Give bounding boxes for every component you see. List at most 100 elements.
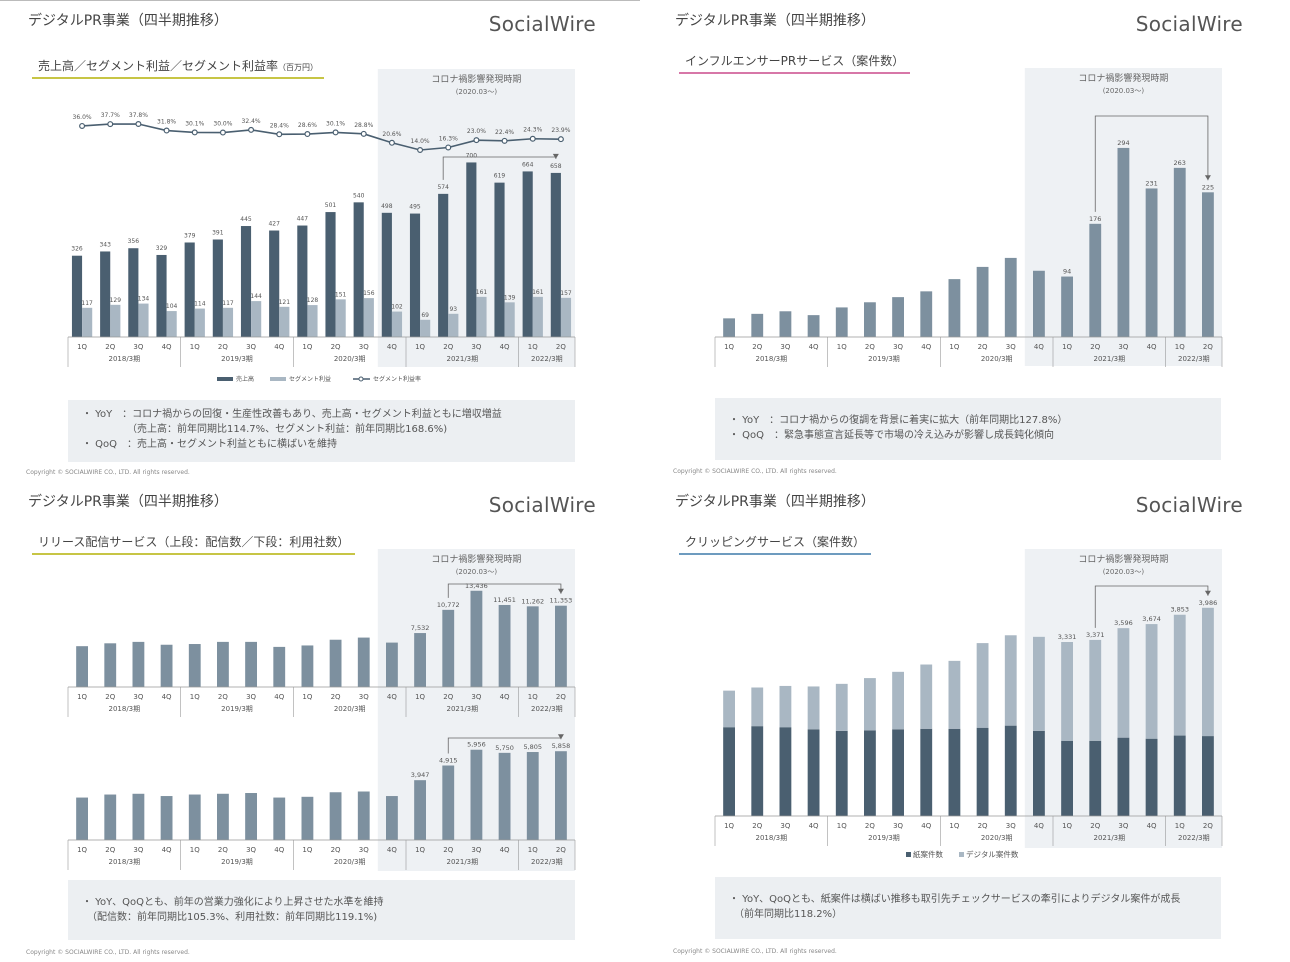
data-label: 225 (1202, 183, 1214, 191)
note-yoy: ・ YoY ：コロナ禍からの復調を背景に着実に拡大（前年同期比127.8%） (729, 415, 1068, 426)
x-tick-label: 4Q (809, 822, 819, 830)
profit-label: 69 (421, 312, 429, 319)
covid-sublabel: (2020.03〜) (456, 568, 498, 576)
release-count-bar (442, 609, 455, 687)
x-tick-label: 3Q (471, 846, 481, 854)
influencer-chart: コロナ禍影響発現時期 (2020.03〜) 94 176 294 231 263 225 1Q 2… (714, 68, 1223, 367)
profit-label: 129 (110, 297, 122, 304)
profit-bar (363, 298, 374, 337)
x-tick-label: 4Q (387, 343, 397, 351)
paper-bar (1145, 738, 1158, 816)
sales-label: 574 (437, 184, 449, 191)
sales-bar (297, 225, 308, 337)
profit-label: 128 (307, 297, 319, 304)
sales-chart: コロナ禍影響発現時期 (2020.03〜) 326 117 343 129 356 134 32… (67, 69, 576, 383)
legend-sales-label: 売上高 (236, 375, 254, 383)
data-label: 13,436 (465, 582, 488, 590)
sales-bar (466, 162, 477, 337)
x-tick-label: 2Q (865, 822, 875, 830)
margin-point (360, 130, 367, 137)
data-label: 7,532 (411, 624, 430, 632)
profit-label: 156 (363, 290, 375, 297)
paper-bar (864, 730, 876, 816)
digital-bar (920, 664, 933, 729)
margin-point (163, 127, 170, 134)
year-label: 2019/3期 (221, 355, 253, 363)
margin-point (79, 122, 86, 129)
year-label: 2018/3期 (756, 834, 788, 842)
notes-box: ・ YoY ：コロナ禍からの復調を背景に着実に拡大（前年同期比127.8%） ・… (715, 398, 1221, 460)
brand-logo: SocialWire (1135, 12, 1243, 36)
data-label: 3,947 (411, 771, 430, 779)
sales-label: 356 (128, 238, 140, 245)
x-tick-label: 3Q (246, 846, 256, 854)
profit-bar (194, 308, 205, 337)
margin-point (135, 120, 142, 127)
year-label: 2020/3期 (981, 355, 1013, 363)
margin-point (219, 129, 226, 136)
panel-release: デジタルPR事業（四半期推移） SocialWire リリース配信サービス（上段… (0, 481, 620, 956)
panel-sales: デジタルPR事業（四半期推移） SocialWire 売上高／セグメント利益／セ… (0, 0, 620, 476)
x-tick-label: 4Q (500, 693, 510, 701)
x-tick-label: 3Q (359, 693, 369, 701)
x-tick-label: 2Q (331, 846, 341, 854)
year-label: 2018/3期 (109, 355, 141, 363)
release-count-bar (526, 606, 539, 687)
case-bar (948, 279, 961, 337)
digital-bar (1061, 642, 1073, 741)
sales-label: 540 (353, 192, 365, 199)
x-tick-label: 3Q (893, 822, 903, 830)
x-tick-label: 1Q (1175, 822, 1185, 830)
client-count-bar (470, 749, 483, 840)
yoy-arrowhead (552, 153, 559, 159)
case-bar (892, 297, 904, 337)
sales-bar (100, 251, 111, 337)
profit-label: 93 (449, 306, 457, 313)
subtitle-text: 売上高／セグメント利益／セグメント利益率 (38, 59, 279, 73)
profit-bar (532, 296, 543, 337)
client-count-bar (329, 792, 342, 840)
profit-bar (279, 306, 290, 337)
margin-point (445, 144, 452, 151)
profit-label: 117 (81, 300, 93, 307)
margin-label: 28.6% (298, 122, 317, 129)
x-tick-label: 2Q (752, 822, 762, 830)
sales-label: 447 (297, 216, 309, 223)
profit-label: 121 (279, 299, 291, 306)
legend-paper-swatch (906, 852, 911, 857)
release-count-bar (217, 641, 229, 687)
profit-bar (448, 313, 459, 337)
sales-label: 329 (156, 245, 168, 252)
x-tick-label: 1Q (1062, 343, 1072, 351)
margin-label: 24.3% (523, 127, 542, 134)
sales-label: 427 (268, 221, 280, 228)
digital-bar (976, 643, 989, 728)
data-label: 4,915 (439, 757, 458, 765)
x-tick-label: 3Q (133, 693, 143, 701)
client-count-bar (104, 794, 117, 840)
x-tick-label: 3Q (471, 343, 481, 351)
profit-bar (420, 319, 431, 337)
client-count-bar (386, 796, 398, 840)
digital-bar (948, 660, 961, 729)
profit-label: 114 (194, 301, 206, 308)
paper-bar (1089, 740, 1102, 816)
margin-label: 23.9% (551, 127, 570, 134)
digital-bar (1117, 628, 1130, 738)
paper-bar (751, 726, 764, 816)
margin-label: 30.0% (213, 121, 232, 128)
case-bar (1173, 167, 1186, 337)
page-header: デジタルPR事業（四半期推移） (675, 13, 875, 29)
release-count-bar (132, 641, 145, 687)
x-tick-label: 3Q (133, 846, 143, 854)
sales-label: 343 (99, 241, 111, 248)
digital-bar (892, 671, 904, 730)
paper-bar (723, 727, 735, 816)
yoy-arrowhead (557, 734, 564, 740)
paper-bar (976, 727, 989, 816)
data-label: 176 (1089, 215, 1101, 223)
margin-point (248, 126, 255, 133)
release-count-bar (414, 633, 426, 687)
legend-margin-label: セグメント利益率 (373, 375, 421, 383)
x-tick-label: 1Q (837, 343, 847, 351)
